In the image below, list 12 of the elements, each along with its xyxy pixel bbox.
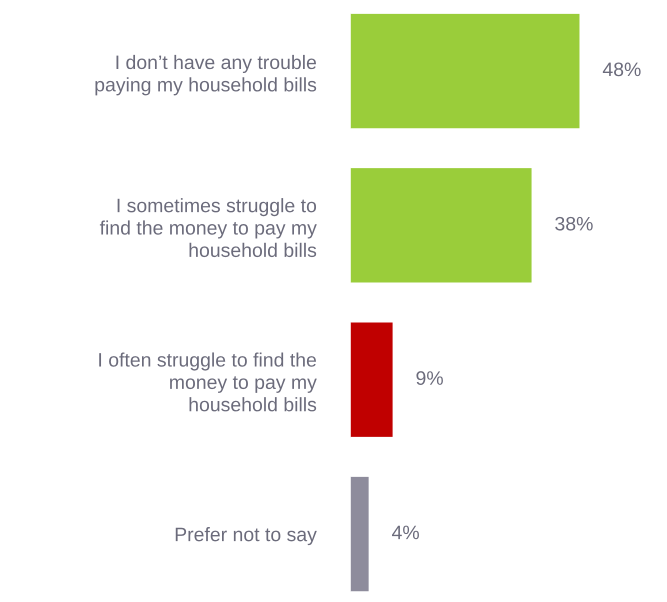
bar	[350, 166, 533, 284]
data-label: 9%	[416, 371, 443, 385]
data-label: 4%	[392, 526, 419, 540]
data-label: 38%	[555, 216, 593, 231]
y-tick-label: I sometimes struggle to find the money to pay my household bills	[100, 198, 317, 258]
y-tick-label: I often struggle to find the money to pay my household bills	[99, 352, 317, 412]
y-tick-label: Prefer not to say	[176, 527, 317, 546]
bar	[350, 321, 394, 438]
bar	[350, 476, 370, 593]
data-label: 48%	[602, 62, 641, 76]
bar	[350, 12, 581, 130]
y-tick-label: I don’t have any trouble paying my household bills	[95, 54, 316, 96]
